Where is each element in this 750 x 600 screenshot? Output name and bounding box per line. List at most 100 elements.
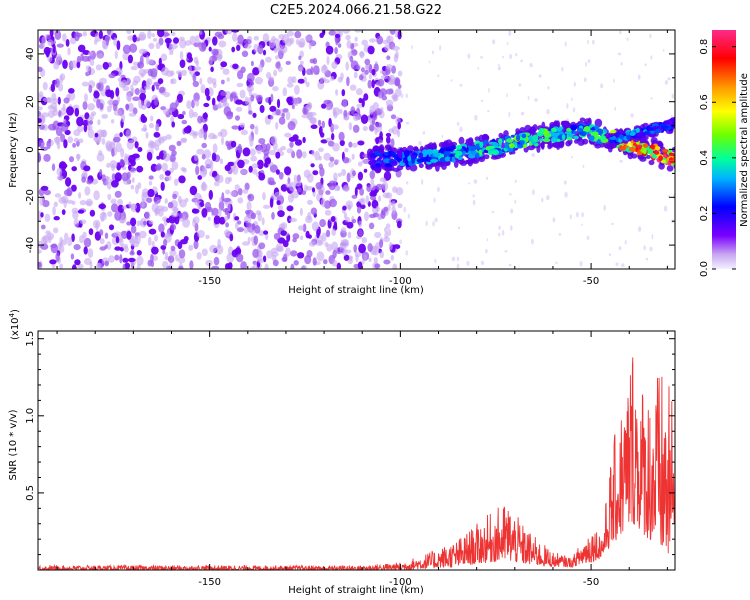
heatmap-faint-dot — [527, 95, 530, 101]
heatmap-noise-blob — [374, 127, 378, 135]
heatmap-noise-blob — [363, 254, 367, 262]
signal-track-blob — [642, 148, 647, 155]
heatmap-noise-blob — [285, 111, 291, 121]
heatmap-noise-blob — [257, 44, 264, 55]
heatmap-noise-blob — [236, 82, 244, 88]
colorbar-tick-label: 0.4 — [699, 150, 710, 166]
heatmap-noise-blob — [208, 56, 213, 67]
heatmap-faint-dot — [532, 189, 535, 195]
heatmap-noise-blob — [363, 93, 369, 101]
heatmap-noise-blob — [148, 228, 157, 235]
heatmap-noise-blob — [105, 89, 113, 98]
heatmap-noise-blob — [383, 259, 391, 265]
upper-branch-blob — [676, 118, 684, 127]
heatmap-noise-blob — [122, 85, 130, 92]
heatmap-noise-blob — [369, 38, 377, 43]
heatmap-noise-blob — [388, 75, 393, 82]
heatmap-noise-blob — [197, 230, 205, 238]
heatmap-noise-blob — [299, 207, 303, 216]
heatmap-noise-blob — [216, 104, 224, 109]
heatmap-noise-blob — [93, 190, 100, 201]
heatmap-faint-dot — [614, 106, 617, 111]
heatmap-noise-blob — [171, 150, 177, 157]
heatmap-faint-dot — [504, 250, 508, 253]
heatmap-noise-blob — [109, 98, 114, 108]
heatmap-noise-blob — [107, 211, 113, 217]
heatmap-noise-blob — [44, 213, 51, 222]
heatmap-noise-blob — [388, 242, 393, 251]
upper-branch-blob — [625, 132, 630, 136]
heatmap-noise-blob — [316, 228, 320, 239]
signal-track-blob — [570, 124, 577, 131]
upper-branch-blob — [682, 121, 689, 127]
heatmap-noise-blob — [105, 175, 109, 186]
heatmap-noise-blob — [147, 142, 153, 149]
heatmap-noise-blob — [272, 142, 278, 151]
heatmap-noise-blob — [225, 189, 231, 195]
heatmap-noise-blob — [58, 110, 62, 117]
signal-track-blob — [594, 125, 600, 130]
heatmap-noise-blob — [325, 45, 334, 55]
heatmap-faint-dot — [645, 257, 649, 261]
heatmap-noise-blob — [384, 44, 390, 52]
heatmap-noise-blob — [333, 221, 338, 230]
signal-track-blob — [441, 142, 449, 148]
heatmap-noise-blob — [345, 216, 350, 223]
heatmap-noise-blob — [113, 109, 122, 116]
heatmap-faint-dot — [515, 53, 518, 57]
signal-track-blob — [430, 159, 439, 163]
heatmap-noise-blob — [348, 141, 353, 148]
heatmap-noise-blob — [56, 175, 64, 181]
heatmap-noise-blob — [192, 111, 198, 118]
heatmap-noise-blob — [179, 39, 187, 49]
heatmap-noise-blob — [166, 218, 171, 223]
heatmap-noise-blob — [148, 122, 155, 129]
heatmap-noise-blob — [151, 246, 159, 255]
heatmap-noise-blob — [173, 37, 179, 44]
signal-track-blob — [679, 160, 686, 166]
heatmap-noise-blob — [66, 106, 74, 116]
heatmap-noise-blob — [40, 243, 49, 250]
signal-track-blob — [478, 149, 483, 155]
upper-branch-blob — [682, 119, 689, 124]
heatmap-noise-blob — [273, 232, 281, 240]
heatmap-noise-blob — [310, 66, 314, 76]
heatmap-noise-blob — [289, 141, 294, 148]
heatmap-noise-blob — [82, 101, 88, 110]
heatmap-noise-blob — [217, 238, 221, 249]
heatmap-noise-blob — [262, 192, 266, 201]
heatmap-noise-blob — [124, 153, 128, 163]
heatmap-noise-blob — [188, 244, 194, 251]
heatmap-faint-dot — [501, 229, 505, 236]
heatmap-noise-blob — [224, 216, 229, 222]
heatmap-noise-blob — [268, 180, 277, 186]
signal-track-blob — [669, 160, 675, 164]
heatmap-noise-blob — [315, 240, 324, 246]
heatmap-faint-dot — [456, 256, 459, 262]
heatmap-noise-blob — [391, 205, 396, 215]
heatmap-noise-blob — [361, 237, 368, 244]
heatmap-noise-blob — [276, 200, 281, 206]
heatmap-noise-blob — [51, 93, 57, 101]
heatmap-noise-blob — [293, 98, 299, 107]
heatmap-noise-blob — [332, 249, 337, 259]
heatmap-noise-blob — [160, 231, 165, 238]
signal-track-blob — [556, 138, 561, 142]
heatmap-noise-blob — [106, 162, 111, 168]
heatmap-noise-blob — [61, 195, 69, 204]
heatmap-noise-blob — [78, 192, 82, 199]
heatmap-noise-blob — [48, 109, 55, 119]
heatmap-noise-blob — [196, 148, 205, 155]
heatmap-noise-blob — [251, 223, 256, 231]
heatmap-noise-blob — [295, 181, 302, 187]
heatmap-noise-blob — [156, 163, 162, 171]
heatmap-noise-blob — [357, 171, 363, 181]
heatmap-noise-blob — [73, 218, 80, 228]
heatmap-noise-blob — [347, 204, 351, 210]
heatmap-noise-blob — [381, 75, 389, 80]
heatmap-noise-blob — [245, 210, 250, 215]
heatmap-noise-blob — [148, 42, 155, 50]
heatmap-noise-blob — [147, 188, 155, 198]
heatmap-noise-blob — [157, 78, 164, 85]
heatmap-noise-blob — [227, 201, 231, 212]
